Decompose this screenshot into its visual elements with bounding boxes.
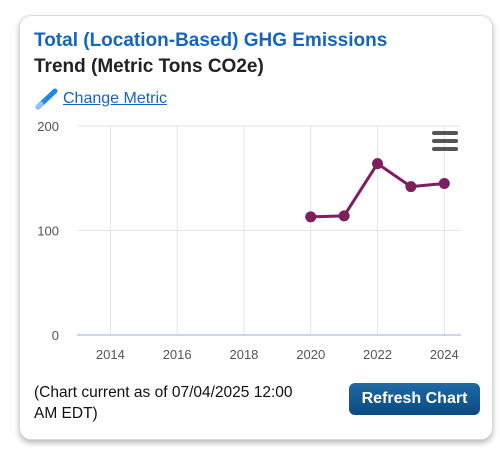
chart-grid [77,125,461,335]
x-tick-label: 2024 [430,347,459,362]
y-tick-label: 200 [37,119,59,134]
data-point[interactable] [338,210,350,222]
data-point[interactable] [372,158,384,170]
data-point[interactable] [405,181,417,193]
chart-timestamp-note: (Chart current as of 07/04/2025 12:00 AM… [34,384,293,422]
data-point[interactable] [438,177,450,189]
change-metric-link[interactable]: Change Metric [34,86,167,112]
change-metric-label[interactable]: Change Metric [63,90,168,107]
y-tick-label: 0 [52,328,59,343]
x-tick-label: 2016 [163,347,192,362]
chart-series [305,158,450,223]
chart-subtitle: Trend (Metric Tons CO2e) [34,56,264,77]
x-tick-label: 2022 [363,347,392,362]
hamburger-menu-icon[interactable] [432,131,458,153]
line-chart: 0 100 200 2014 2016 2018 2020 2022 2024 [37,119,461,362]
chart-card: Total (Location-Based) GHG Emissions Tre… [19,15,493,440]
chart-axes: 0 100 200 2014 2016 2018 2020 2022 2024 [37,119,461,362]
x-tick-label: 2018 [229,347,258,362]
y-tick-label: 100 [37,224,59,239]
pencil-icon [35,88,58,110]
chart-title: Total (Location-Based) GHG Emissions [34,30,388,51]
data-point[interactable] [305,211,317,223]
refresh-chart-button[interactable]: Refresh Chart [349,383,480,415]
x-tick-label: 2020 [296,347,325,362]
x-tick-label: 2014 [96,347,125,362]
